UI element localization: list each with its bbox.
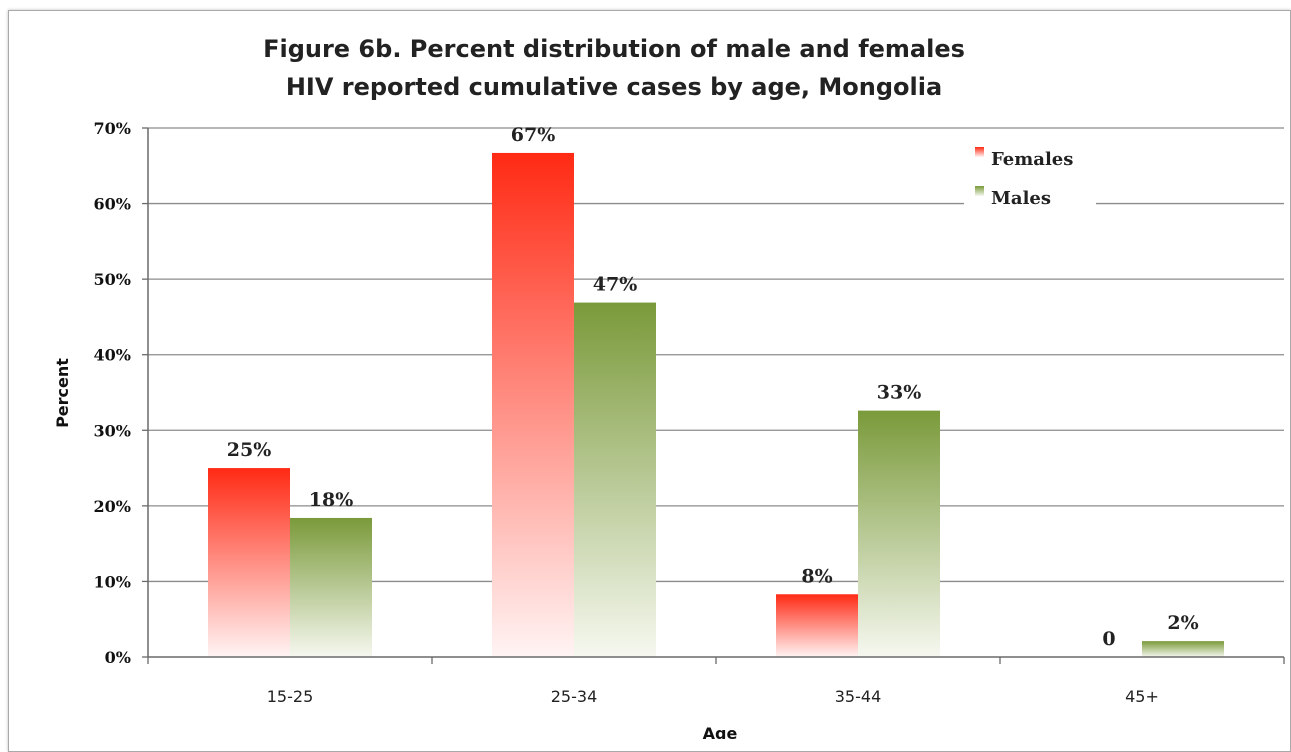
data-label: 33% xyxy=(877,382,922,404)
data-label: 18% xyxy=(309,489,354,511)
bar-females-35-44 xyxy=(776,594,858,657)
bar-females-15-25 xyxy=(208,468,290,657)
x-axis-ticks: 15-25 25-34 35-44 45+ xyxy=(147,657,1285,706)
chart-frame: Figure 6b. Percent distribution of male … xyxy=(8,10,1291,752)
y-tick-label: 70% xyxy=(94,119,131,138)
x-tick-label: 35-44 xyxy=(835,687,882,706)
data-labels: 25% 18% 67% 47% 8% 33% 0 2% xyxy=(227,124,1199,650)
data-label: 47% xyxy=(593,274,638,296)
bar-males-45+ xyxy=(1142,641,1224,657)
data-label: 0 xyxy=(1102,628,1115,650)
bar-males-25-34 xyxy=(574,302,656,657)
gridlines xyxy=(148,127,1284,583)
legend-background xyxy=(964,139,1096,215)
y-tick-label: 30% xyxy=(94,421,131,440)
y-axis-ticks: 0% 10% 20% 30% 40% 50% 60% 70% xyxy=(94,119,148,667)
y-tick-label: 20% xyxy=(94,497,131,516)
x-tick-label: 15-25 xyxy=(267,687,314,706)
x-tick-label: 45+ xyxy=(1125,687,1159,706)
y-tick-label: 0% xyxy=(105,648,131,667)
axes xyxy=(147,128,1284,658)
legend-swatch-males xyxy=(975,186,984,196)
y-tick-label: 40% xyxy=(94,346,131,365)
data-label: 8% xyxy=(801,565,832,587)
chart-title: Figure 6b. Percent distribution of male … xyxy=(263,35,965,101)
bar-chart: Figure 6b. Percent distribution of male … xyxy=(53,35,1285,739)
chart-title-line-2: HIV reported cumulative cases by age, Mo… xyxy=(286,73,942,101)
legend-label-females: Females xyxy=(991,149,1073,170)
data-label: 2% xyxy=(1167,612,1198,634)
legend-label-males: Males xyxy=(991,188,1051,209)
y-axis-title: Percent xyxy=(53,358,72,428)
data-label: 67% xyxy=(511,124,556,146)
y-tick-label: 50% xyxy=(94,270,131,289)
bar-females-25-34 xyxy=(492,152,574,657)
bar-males-35-44 xyxy=(858,410,940,657)
legend-swatch-females xyxy=(975,147,984,157)
bars xyxy=(208,152,1224,657)
legend: Females Males xyxy=(964,139,1096,215)
data-label: 25% xyxy=(227,439,272,461)
x-tick-label: 25-34 xyxy=(551,687,598,706)
y-tick-label: 10% xyxy=(94,572,131,591)
chart-title-line-1: Figure 6b. Percent distribution of male … xyxy=(263,35,965,63)
y-tick-label: 60% xyxy=(94,195,131,214)
x-axis-title: Age xyxy=(703,724,738,739)
bar-males-15-25 xyxy=(290,517,372,657)
